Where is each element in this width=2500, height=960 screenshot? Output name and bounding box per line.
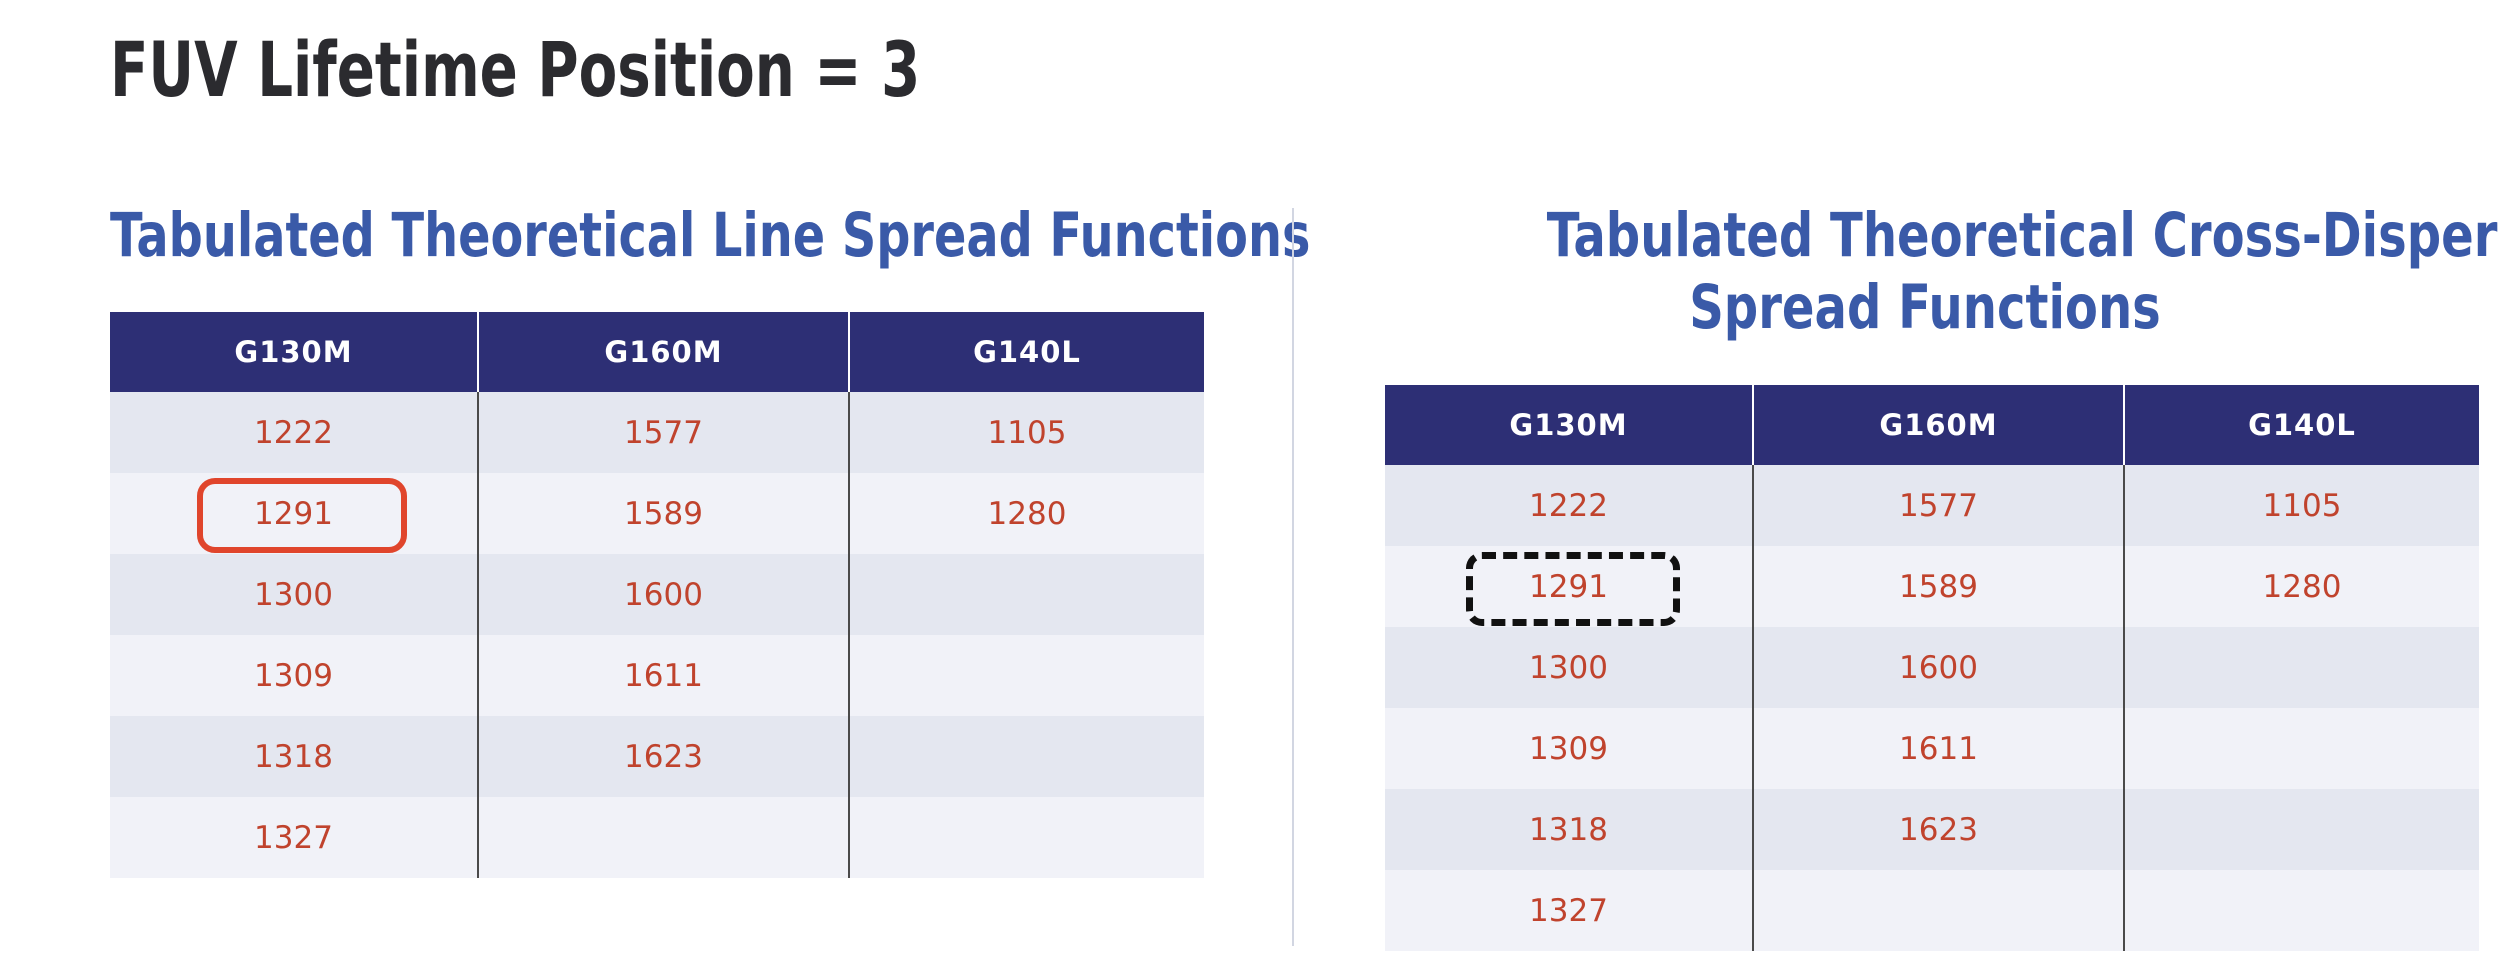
table-row: 1327 <box>110 797 1204 878</box>
table-cell <box>848 554 1204 635</box>
table-row: 1327 <box>1385 870 2479 951</box>
table-cell <box>1752 870 2124 951</box>
table-cell[interactable]: 1600 <box>477 554 849 635</box>
column-header-g130m: G130M <box>110 312 478 392</box>
table-row: 1318 1623 <box>1385 789 2479 870</box>
table-row: 1300 1600 <box>1385 627 2479 708</box>
table-cell[interactable]: 1327 <box>1385 870 1753 951</box>
table-cell[interactable]: 1589 <box>1752 546 2124 627</box>
table-row: 1291 1589 1280 <box>110 473 1204 554</box>
table-cell <box>848 716 1204 797</box>
table-cell[interactable]: 1577 <box>477 392 849 473</box>
cross-dispersion-spread-functions-table: G130M G160M G140L 1222 1577 1105 1291 15… <box>1385 385 2479 951</box>
title-line: Tabulated Theoretical Cross-Dispersion <box>1546 200 2500 271</box>
table-row: 1222 1577 1105 <box>110 392 1204 473</box>
line-spread-functions-table: G130M G160M G140L 1222 1577 1105 1291 15… <box>110 312 1204 878</box>
table-header-row: G130M G160M G140L <box>110 312 1204 392</box>
table-cell[interactable]: 1105 <box>848 392 1204 473</box>
table-row: 1291 1589 1280 <box>1385 546 2479 627</box>
table-cell[interactable]: 1327 <box>110 797 478 878</box>
table-cell[interactable]: 1222 <box>110 392 478 473</box>
table-cell[interactable]: 1222 <box>1385 465 1753 546</box>
line-spread-functions-title: Tabulated Theoretical Line Spread Functi… <box>110 200 1311 271</box>
table-row: 1309 1611 <box>110 635 1204 716</box>
table-cell[interactable]: 1318 <box>110 716 478 797</box>
page-title: FUV Lifetime Position = 3 <box>110 25 921 114</box>
table-cell[interactable]: 1623 <box>1752 789 2124 870</box>
highlight-box-dashed <box>1466 552 1680 626</box>
table-row: 1300 1600 <box>110 554 1204 635</box>
table-cell[interactable]: 1300 <box>1385 627 1753 708</box>
table-cell[interactable]: 1280 <box>2123 546 2479 627</box>
column-header-g130m: G130M <box>1385 385 1753 465</box>
column-header-g160m: G160M <box>477 312 849 392</box>
table-cell <box>2123 789 2479 870</box>
column-header-g160m: G160M <box>1752 385 2124 465</box>
table-row: 1309 1611 <box>1385 708 2479 789</box>
table-row: 1318 1623 <box>110 716 1204 797</box>
section-divider <box>1292 208 1294 946</box>
table-cell[interactable]: 1309 <box>110 635 478 716</box>
table-cell[interactable]: 1309 <box>1385 708 1753 789</box>
table-header-row: G130M G160M G140L <box>1385 385 2479 465</box>
table-cell[interactable]: 1300 <box>110 554 478 635</box>
table-cell <box>848 635 1204 716</box>
column-header-g140l: G140L <box>848 312 1204 392</box>
table-cell[interactable]: 1611 <box>477 635 849 716</box>
table-cell[interactable]: 1611 <box>1752 708 2124 789</box>
table-cell[interactable]: 1318 <box>1385 789 1753 870</box>
table-cell[interactable]: 1280 <box>848 473 1204 554</box>
table-cell[interactable]: 1600 <box>1752 627 2124 708</box>
table-cell <box>2123 870 2479 951</box>
cross-dispersion-spread-functions-title: Tabulated Theoretical Cross-Dispersion S… <box>1445 200 2500 344</box>
table-cell[interactable]: 1105 <box>2123 465 2479 546</box>
table-cell-highlighted[interactable]: 1291 <box>110 473 478 554</box>
table-cell <box>477 797 849 878</box>
table-row: 1222 1577 1105 <box>1385 465 2479 546</box>
table-cell[interactable]: 1623 <box>477 716 849 797</box>
table-cell <box>2123 708 2479 789</box>
table-cell <box>2123 627 2479 708</box>
title-line: Spread Functions <box>1689 272 2161 343</box>
table-cell[interactable]: 1589 <box>477 473 849 554</box>
table-cell-highlighted[interactable]: 1291 <box>1385 546 1753 627</box>
highlight-box-solid <box>197 478 407 553</box>
table-cell <box>848 797 1204 878</box>
column-header-g140l: G140L <box>2123 385 2479 465</box>
table-cell[interactable]: 1577 <box>1752 465 2124 546</box>
